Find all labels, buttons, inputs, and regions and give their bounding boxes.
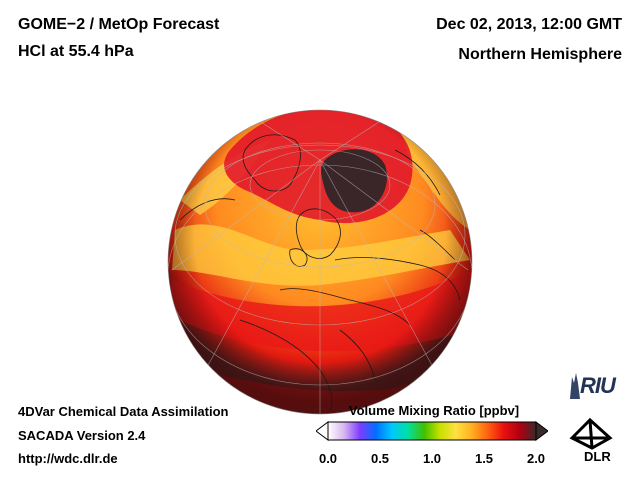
colorbar-tick-label: 2.0 [526, 451, 546, 466]
map-title: GOME−2 / MetOp Forecast [18, 16, 220, 33]
colorbar-tick-label: 1.0 [422, 451, 442, 466]
region-label: Northern Hemisphere [458, 46, 622, 63]
forecast-date: Dec 02, 2013, 12:00 GMT [436, 16, 622, 33]
footer-line-1: 4DVar Chemical Data Assimilation [18, 404, 229, 419]
dlr-logo: DLR [584, 449, 611, 464]
colorbar-tick-label: 0.5 [370, 451, 390, 466]
graticule [168, 114, 472, 414]
colorbar-tick-label: 1.5 [474, 451, 494, 466]
footer-line-2: SACADA Version 2.4 [18, 428, 146, 443]
colorbar-title: Volume Mixing Ratio [ppbv] [348, 403, 520, 418]
colorbar-tick-label: 0.0 [318, 451, 338, 466]
colorbar [316, 421, 548, 441]
colorbar-max-arrow [535, 421, 548, 441]
riu-logo-icon [570, 373, 580, 399]
map-subtitle: HCl at 55.4 hPa [18, 43, 134, 60]
riu-logo: RIU [580, 373, 616, 398]
colorbar-min-arrow [316, 421, 329, 441]
colorbar-bar [327, 421, 537, 441]
dlr-logo-icon [569, 417, 613, 450]
footer-url[interactable]: http://wdc.dlr.de [18, 451, 118, 466]
